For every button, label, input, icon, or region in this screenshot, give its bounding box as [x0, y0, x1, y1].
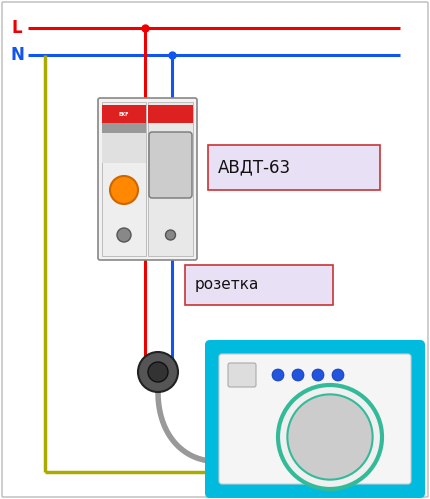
Circle shape [166, 230, 175, 240]
Text: розетка: розетка [195, 277, 259, 292]
Text: L: L [12, 19, 22, 37]
Circle shape [138, 352, 178, 392]
Bar [148, 105, 193, 123]
FancyBboxPatch shape [98, 98, 197, 260]
FancyBboxPatch shape [205, 340, 425, 498]
Circle shape [272, 369, 284, 381]
Circle shape [292, 369, 304, 381]
Circle shape [148, 362, 168, 382]
Circle shape [278, 385, 382, 489]
FancyBboxPatch shape [208, 145, 380, 190]
FancyBboxPatch shape [219, 354, 411, 484]
Text: EKF: EKF [119, 111, 129, 116]
Bar [148, 102, 193, 256]
Circle shape [332, 369, 344, 381]
Circle shape [110, 176, 138, 204]
Circle shape [312, 369, 324, 381]
Text: N: N [10, 46, 24, 64]
Bar [102, 133, 146, 163]
Bar [102, 105, 146, 123]
Text: АВДТ-63: АВДТ-63 [218, 159, 291, 177]
FancyBboxPatch shape [149, 132, 192, 198]
Bar [102, 123, 146, 133]
FancyBboxPatch shape [228, 363, 256, 387]
Circle shape [117, 228, 131, 242]
FancyBboxPatch shape [185, 265, 333, 305]
Circle shape [287, 394, 373, 480]
Bar [102, 102, 146, 256]
